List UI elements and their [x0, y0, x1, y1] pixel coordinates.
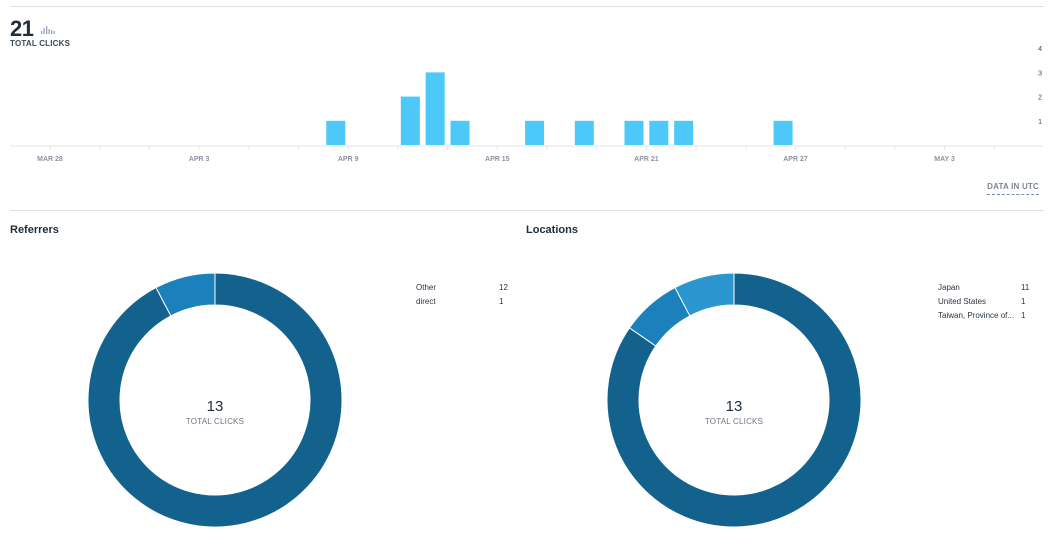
locations-total-label: TOTAL CLICKS	[704, 417, 764, 426]
referrers-title: Referrers	[10, 224, 59, 236]
legend-item-name: direct	[416, 297, 436, 306]
bar	[624, 120, 644, 145]
clicks-bar-chart: MAR 28 APR 3 APR 9 APR 15 APR 21 APR 27 MAY 3 1…	[10, 46, 1043, 163]
x-tick-label: MAY 3	[934, 156, 955, 163]
legend-item-value: 1	[1021, 311, 1026, 320]
data-in-utc-link[interactable]: DATA IN UTC	[987, 182, 1039, 195]
referrers-legend: Other 12 direct 1	[416, 281, 516, 309]
referrers-donut-center: 13 TOTAL CLICKS	[155, 398, 275, 426]
total-clicks-number: 21	[10, 16, 34, 41]
legend-item[interactable]: Other 12	[416, 281, 516, 295]
referrers-total-label: TOTAL CLICKS	[185, 417, 245, 426]
donut-slice[interactable]	[155, 272, 216, 317]
y-tick-label: 3	[1038, 70, 1042, 77]
referrers-donut-chart	[87, 272, 343, 528]
y-tick-label: 4	[1038, 46, 1042, 53]
bar	[773, 120, 793, 145]
bar	[400, 96, 420, 145]
y-tick-label: 1	[1038, 119, 1042, 126]
bar	[649, 120, 669, 145]
legend-item-value: 11	[1021, 283, 1030, 292]
legend-item[interactable]: Taiwan, Province of... 1	[938, 309, 1038, 323]
x-tick-label: APR 9	[338, 156, 359, 163]
legend-item-name: United States	[938, 297, 987, 306]
bar	[674, 120, 694, 145]
bar	[525, 120, 545, 145]
legend-item-name: Taiwan, Province of...	[938, 311, 1015, 320]
donut-slice[interactable]	[606, 272, 862, 528]
x-tick-label: APR 27	[783, 156, 808, 163]
x-tick-label: APR 3	[189, 156, 210, 163]
x-tick-label: MAR 28	[37, 156, 63, 163]
x-tick-label: APR 21	[634, 156, 659, 163]
bar	[574, 120, 594, 145]
locations-donut-center: 13 TOTAL CLICKS	[674, 398, 794, 426]
mini-bar-chart-icon	[40, 26, 55, 34]
legend-item-name: Other	[416, 283, 437, 292]
legend-item[interactable]: Japan 11	[938, 281, 1038, 295]
bar	[450, 120, 470, 145]
donut-slice[interactable]	[674, 272, 735, 317]
total-clicks-summary: 21	[10, 16, 56, 42]
locations-title: Locations	[526, 224, 578, 236]
locations-donut-chart	[606, 272, 862, 528]
total-clicks-label: TOTAL CLICKS	[10, 39, 71, 48]
legend-item-value: 12	[499, 283, 508, 292]
x-tick-label: APR 15	[485, 156, 510, 163]
locations-total-number: 13	[725, 398, 743, 415]
referrers-total-number: 13	[206, 398, 224, 415]
bar	[425, 72, 445, 145]
donut-slice[interactable]	[87, 272, 343, 528]
bar	[326, 120, 346, 145]
y-tick-label: 2	[1038, 95, 1042, 102]
legend-item-value: 1	[499, 297, 504, 306]
top-divider	[10, 6, 1044, 7]
section-divider	[10, 210, 1044, 211]
legend-item-value: 1	[1021, 297, 1026, 306]
locations-legend: Japan 11 United States 1 Taiwan, Provinc…	[938, 281, 1038, 323]
legend-item[interactable]: direct 1	[416, 295, 516, 309]
legend-item-name: Japan	[938, 283, 960, 292]
legend-item[interactable]: United States 1	[938, 295, 1038, 309]
